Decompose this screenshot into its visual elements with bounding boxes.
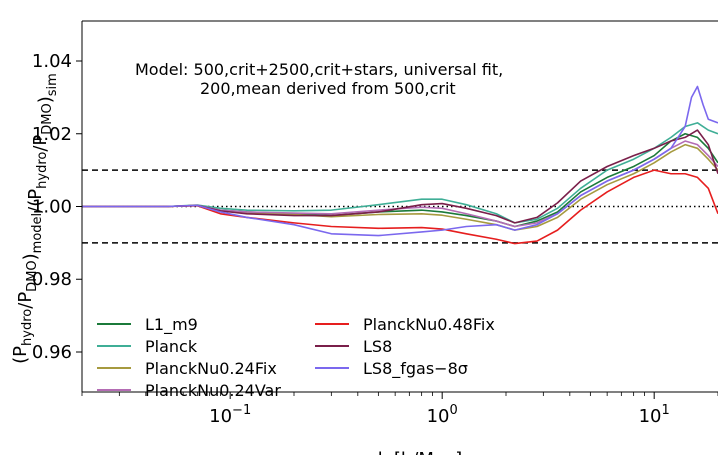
annotation-line-1: Model: 500,crit+2500,crit+stars, univers… xyxy=(135,60,503,79)
series-line-2 xyxy=(82,143,718,231)
legend-label-4: PlanckNu0.48Fix xyxy=(363,315,495,334)
legend: L1_m9 Planck PlanckNu0.24Fix PlanckNu0.24Va… xyxy=(97,315,495,400)
x-tick-label: 100 xyxy=(427,403,458,427)
y-tick-label: 0.98 xyxy=(32,269,72,290)
y-tick-label: 1.04 xyxy=(32,51,72,72)
axes: 0.96 0.98 1.00 1.02 1.04 10−1 100 101 xyxy=(32,20,718,427)
series-line-0 xyxy=(82,132,718,228)
legend-label-6: LS8_fgas−8σ xyxy=(363,359,468,379)
annotation-line-2: 200,mean derived from 500,crit xyxy=(200,79,456,98)
annotation-box: Model: 500,crit+2500,crit+stars, univers… xyxy=(135,60,503,98)
series-line-6 xyxy=(82,85,718,237)
series-line-1 xyxy=(82,122,718,224)
series-line-5 xyxy=(82,129,718,224)
y-tick-label: 1.00 xyxy=(32,197,72,218)
legend-label-2: PlanckNu0.24Fix xyxy=(145,359,277,378)
legend-label-0: L1_m9 xyxy=(145,315,198,335)
legend-label-1: Planck xyxy=(145,337,198,356)
series-line-3 xyxy=(82,140,718,228)
x-axis-title: k [h/Mpc] xyxy=(378,449,463,455)
x-tick-label: 101 xyxy=(639,403,670,427)
y-tick-label: 1.02 xyxy=(32,124,72,145)
legend-label-5: LS8 xyxy=(363,337,392,356)
x-tick-label: 10−1 xyxy=(209,403,251,427)
legend-label-3: PlanckNu0.24Var xyxy=(145,381,281,400)
y-tick-label: 0.96 xyxy=(32,342,72,363)
plot-area xyxy=(82,85,718,245)
y-axis-title: (Phydro/PDMO)model/(Phydro/PDMO)sim xyxy=(10,73,60,364)
